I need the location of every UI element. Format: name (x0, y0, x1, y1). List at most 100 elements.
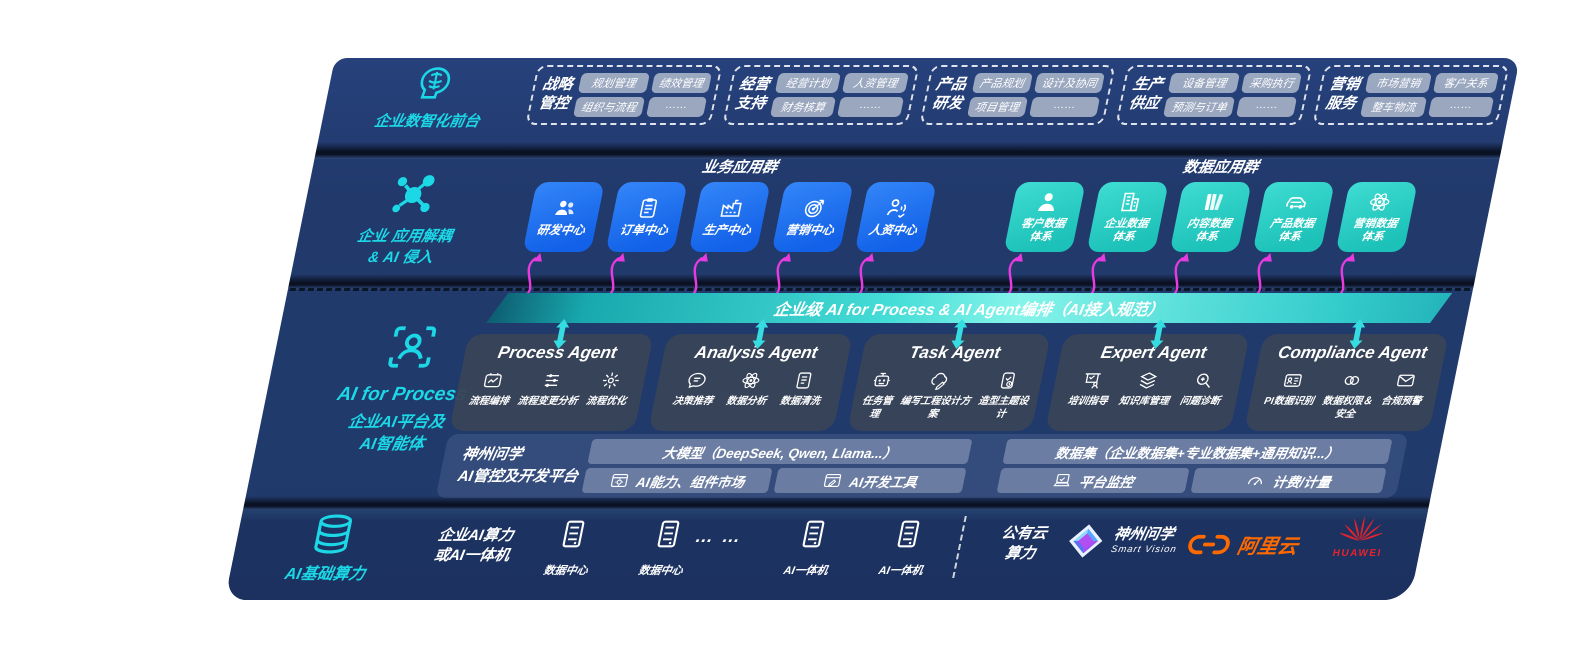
card-enterprise-data: 企业数据 体系 (1087, 182, 1169, 252)
agent-capability: 编写工程设计方案 (893, 370, 981, 421)
group-label: 营销 服务 (1324, 76, 1362, 112)
dataset-bar-label: 数据集（企业数据集+专业数据集+通用知识...） (1053, 445, 1341, 461)
card-check-icon (995, 370, 1020, 391)
people-icon (551, 196, 580, 220)
node-label: AI一体机 (877, 565, 924, 577)
atom-icon (738, 370, 763, 391)
smartvision-logo: 神州问学 Smart Vision (1063, 522, 1182, 560)
data-group-title: 数据应用群 (1181, 159, 1260, 176)
platform-strip: 神州问学 AI管控及开发平台 大模型（DeepSeek, Qwen, Llama… (435, 434, 1409, 498)
ai-appliance-node: AI一体机 (767, 518, 853, 578)
agent-capability: 流程优化 (585, 370, 633, 409)
module-chip: 项目管理 (966, 97, 1028, 117)
card-label: 客户数据 体系 (1019, 218, 1067, 243)
car-icon (1282, 190, 1311, 214)
person-scan-icon (382, 322, 442, 372)
flow-arrow-magenta (683, 251, 721, 299)
capability-label: 决策推荐 (671, 396, 714, 407)
business-group-title: 业务应用群 (700, 159, 779, 176)
capability-label: 任务管理 (861, 396, 894, 420)
ellipsis-more: … … (693, 526, 745, 546)
dashed-separator-line (289, 288, 1471, 291)
platform-monitor-bar: 平台监控 (996, 468, 1190, 493)
card-label: 研发中心 (535, 223, 587, 238)
card-rd-center: 研发中心 (523, 182, 605, 252)
server-icon (889, 518, 928, 550)
datacenter-node: 数据中心 (622, 518, 708, 578)
vendor-subtitle: Smart Vision (1109, 543, 1178, 555)
server-icon (794, 518, 833, 550)
llm-bar-label: 大模型（DeepSeek, Qwen, Llama...） (661, 445, 899, 461)
module-chip: …… (645, 97, 707, 117)
mail-alert-icon (1393, 370, 1418, 391)
module-chip: 产品规划 (971, 73, 1033, 93)
dataset-bar: 数据集（企业数据集+专业数据集+通用知识...） (1002, 439, 1393, 464)
capability-label: 造型主题设计 (977, 396, 1030, 420)
node-label: 数据中心 (637, 565, 684, 577)
agent-capability: 数据分析 (725, 370, 773, 409)
agent-capability: 流程编排 (467, 370, 515, 409)
bar-label: 平台监控 (1077, 474, 1135, 490)
flow-arrow-magenta (1081, 251, 1119, 299)
molecule-icon (385, 172, 440, 218)
card-label: 人资中心 (867, 223, 919, 238)
card-label: 订单中心 (618, 223, 670, 238)
person-wave-icon (883, 196, 912, 220)
llm-bar: 大模型（DeepSeek, Qwen, Llama...） (587, 439, 973, 464)
id-card-icon (1280, 370, 1305, 391)
group-label: 战略 管控 (537, 76, 575, 112)
person-icon (1033, 190, 1062, 214)
public-cloud-label: 公有云 算力 (1000, 525, 1049, 563)
rail-app-decoupling: 企业 应用解耦 & AI 侵入 (318, 172, 498, 268)
flow-arrow-magenta (517, 251, 555, 299)
card-label: 营销中心 (784, 223, 836, 238)
factory-icon (717, 196, 746, 220)
capability-label: 知识库管理 (1117, 396, 1170, 407)
agent-capability: 造型主题设计 (970, 370, 1039, 421)
cloud-pen-icon (927, 370, 952, 391)
flow-arrow-magenta (1164, 251, 1202, 299)
bar-label: AI能力、组件市场 (634, 474, 746, 490)
clipboard-icon (634, 196, 663, 220)
group-label: 生产 供应 (1127, 76, 1165, 112)
chat-icon (684, 370, 709, 391)
module-chip: 财务核算 (769, 97, 837, 117)
module-chip: …… (1427, 97, 1495, 117)
server-icon (554, 518, 593, 550)
alibaba-cloud-logo: 阿里云 (1185, 530, 1301, 559)
band-divider (288, 274, 1477, 289)
aliyun-brackets-icon (1185, 532, 1232, 557)
diamond-logo-icon (1063, 522, 1109, 560)
group-label: 产品 研发 (930, 76, 968, 112)
group-marketing-service: 营销 服务 市场营销 客户关系 整车物流 …… (1312, 65, 1510, 125)
module-chip: 整车物流 (1360, 97, 1427, 117)
agent-capability: 决策推荐 (671, 370, 719, 409)
data-app-group: 数据应用群 客户数据 体系 企业数据 体系 (1004, 156, 1424, 252)
database-icon (307, 512, 360, 556)
card-label: 生产中心 (701, 223, 753, 238)
card-marketing-data: 营销数据 体系 (1336, 182, 1418, 252)
card-hr-center: 人资中心 (855, 182, 937, 252)
huawei-logo: HUAWEI (1323, 512, 1399, 559)
bar-label: 计费/计量 (1271, 474, 1333, 490)
module-chip: 设计及协同 (1033, 73, 1106, 93)
capability-label: 问题诊断 (1178, 396, 1222, 407)
business-app-group: 业务应用群 研发中心 订单中心 (523, 156, 943, 252)
capability-label: 流程变更分析 (516, 396, 579, 407)
robot-icon (869, 370, 894, 391)
burst-icon (598, 370, 623, 391)
group-product-rd: 产品 研发 产品规划 设计及协同 项目管理 …… (918, 65, 1116, 125)
gauge-icon (1244, 471, 1267, 490)
capability-label: 培训指导 (1066, 396, 1109, 407)
card-marketing-center: 营销中心 (772, 182, 854, 252)
workflow-chart-icon (480, 370, 505, 391)
capability-label: 流程优化 (585, 396, 628, 407)
group-strategy: 战略 管控 规划管理 绩效管理 组织与流程 …… (525, 65, 723, 125)
module-chip: 组织与流程 (573, 97, 645, 117)
rail-label: 企业数智化前台 (372, 113, 482, 130)
target-icon (800, 196, 829, 220)
diagram-panel: 企业数智化前台 企业 应用解耦 & AI 侵入 AI for Process 企… (224, 58, 1520, 600)
band-divider (243, 496, 1431, 510)
module-chip: 规划管理 (577, 73, 650, 93)
